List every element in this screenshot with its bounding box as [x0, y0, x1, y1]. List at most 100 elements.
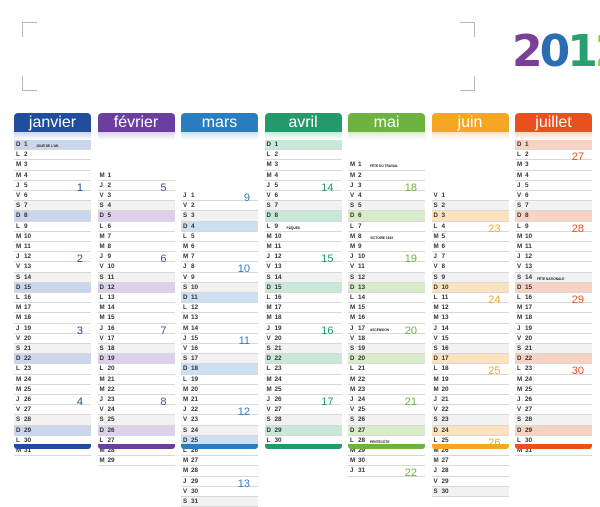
day-row: L 23 [515, 364, 592, 375]
day-number: 24 [525, 375, 533, 383]
day-number: 28 [24, 416, 32, 424]
day-letter: D [183, 436, 188, 444]
day-number: 27 [441, 457, 449, 465]
day-letter: V [16, 406, 21, 414]
day-letter: D [16, 141, 21, 148]
month-head-strip [431, 132, 509, 140]
day-number: 11 [191, 294, 198, 301]
month-column-6: juillet D 1 L 2 M 3 M 4 J 5 V 6 S 7 D 8 L 9 M 10 M 11 J 12 V 13 S 14… [515, 113, 592, 457]
week-number: 17 [321, 396, 334, 408]
day-letter: D [183, 365, 188, 373]
day-number: 30 [24, 436, 32, 444]
day-number: 12 [358, 273, 366, 281]
day-row: V 24 [97, 405, 175, 416]
day-letter: M [517, 161, 523, 169]
day-letter: V [99, 334, 104, 342]
day-number: 5 [24, 181, 28, 189]
day-letter: V [99, 263, 104, 271]
day-number: 12 [274, 253, 282, 261]
day-letter: L [266, 151, 271, 159]
day-number: 25 [358, 406, 366, 414]
day-row: V 13 [264, 262, 342, 273]
day-row: M 25 [264, 385, 342, 395]
day-number: 14 [525, 273, 533, 281]
day-number: 5 [107, 212, 112, 220]
day-letter: L [16, 436, 20, 444]
month-column-2: mars J 1 V 2 S 3 D 4 L 5 M 6 M 7 J 8 V 9 S 10 D 11 L 12 M 13 M 14 J 15… [181, 113, 258, 507]
day-number: 13 [191, 314, 199, 322]
day-letter: J [266, 181, 270, 189]
day-letter: M [350, 161, 356, 169]
day-row: M 17 [264, 303, 342, 314]
day-row: S 12 [348, 272, 425, 283]
day-row: J 19 [264, 324, 342, 334]
day-number: 20 [358, 355, 366, 363]
day-row: V 13 [14, 262, 91, 273]
day-letter: M [16, 161, 22, 169]
day-number: 23 [274, 365, 282, 373]
day-letter: J [350, 181, 354, 189]
day-row: M 11 [515, 242, 592, 253]
day-row: M 25 [14, 385, 91, 395]
day-number: 13 [107, 294, 115, 301]
day-letter: M [350, 171, 356, 179]
week-number: 30 [571, 365, 584, 378]
day-row: M 28 [97, 446, 175, 457]
day-letter: S [99, 202, 104, 210]
day-letter: M [266, 161, 272, 169]
day-letter: D [433, 212, 438, 220]
week-number: 3 [76, 324, 83, 337]
day-letter: V [433, 406, 438, 414]
day-row: M 11 [14, 242, 91, 253]
day-letter: S [266, 345, 271, 352]
day-letter: L [183, 375, 187, 383]
day-row: J 10 [348, 252, 425, 263]
day-number: 8 [525, 212, 529, 220]
day-row: D 1 JOUR DE L'AN [14, 140, 91, 151]
day-letter: V [183, 273, 188, 281]
month-footer-bar [515, 444, 592, 449]
day-letter: M [266, 385, 272, 393]
day-row: D 15 [515, 282, 592, 293]
day-letter: M [517, 314, 523, 322]
day-number: 18 [441, 365, 449, 373]
day-row: M 18 [14, 313, 91, 324]
day-row: S 25 [97, 415, 175, 426]
day-number: 22 [191, 406, 199, 414]
day-row: D 24 [431, 425, 509, 436]
day-letter: V [16, 263, 21, 271]
day-number: 25 [525, 385, 533, 393]
day-row: D 17 [431, 354, 509, 365]
day-letter: M [183, 457, 189, 465]
day-letter: V [433, 192, 438, 199]
day-row: D 13 [348, 282, 425, 293]
day-letter: D [433, 355, 438, 363]
day-number: 13 [24, 263, 32, 271]
day-number: 15 [107, 314, 115, 322]
day-number: 7 [441, 253, 446, 261]
day-number: 12 [24, 253, 32, 261]
day-number: 20 [525, 334, 533, 342]
day-number: 13 [525, 263, 533, 271]
day-row: M 17 [515, 303, 592, 314]
day-letter: J [16, 396, 20, 403]
month-footer-bar [431, 444, 509, 449]
day-letter: L [433, 436, 438, 444]
day-row: V 22 [431, 405, 509, 416]
day-row: L 16 [515, 293, 592, 304]
day-number: 9 [441, 273, 446, 281]
day-letter: L [266, 436, 271, 444]
day-number: 9 [358, 243, 362, 250]
day-letter: V [183, 416, 188, 424]
